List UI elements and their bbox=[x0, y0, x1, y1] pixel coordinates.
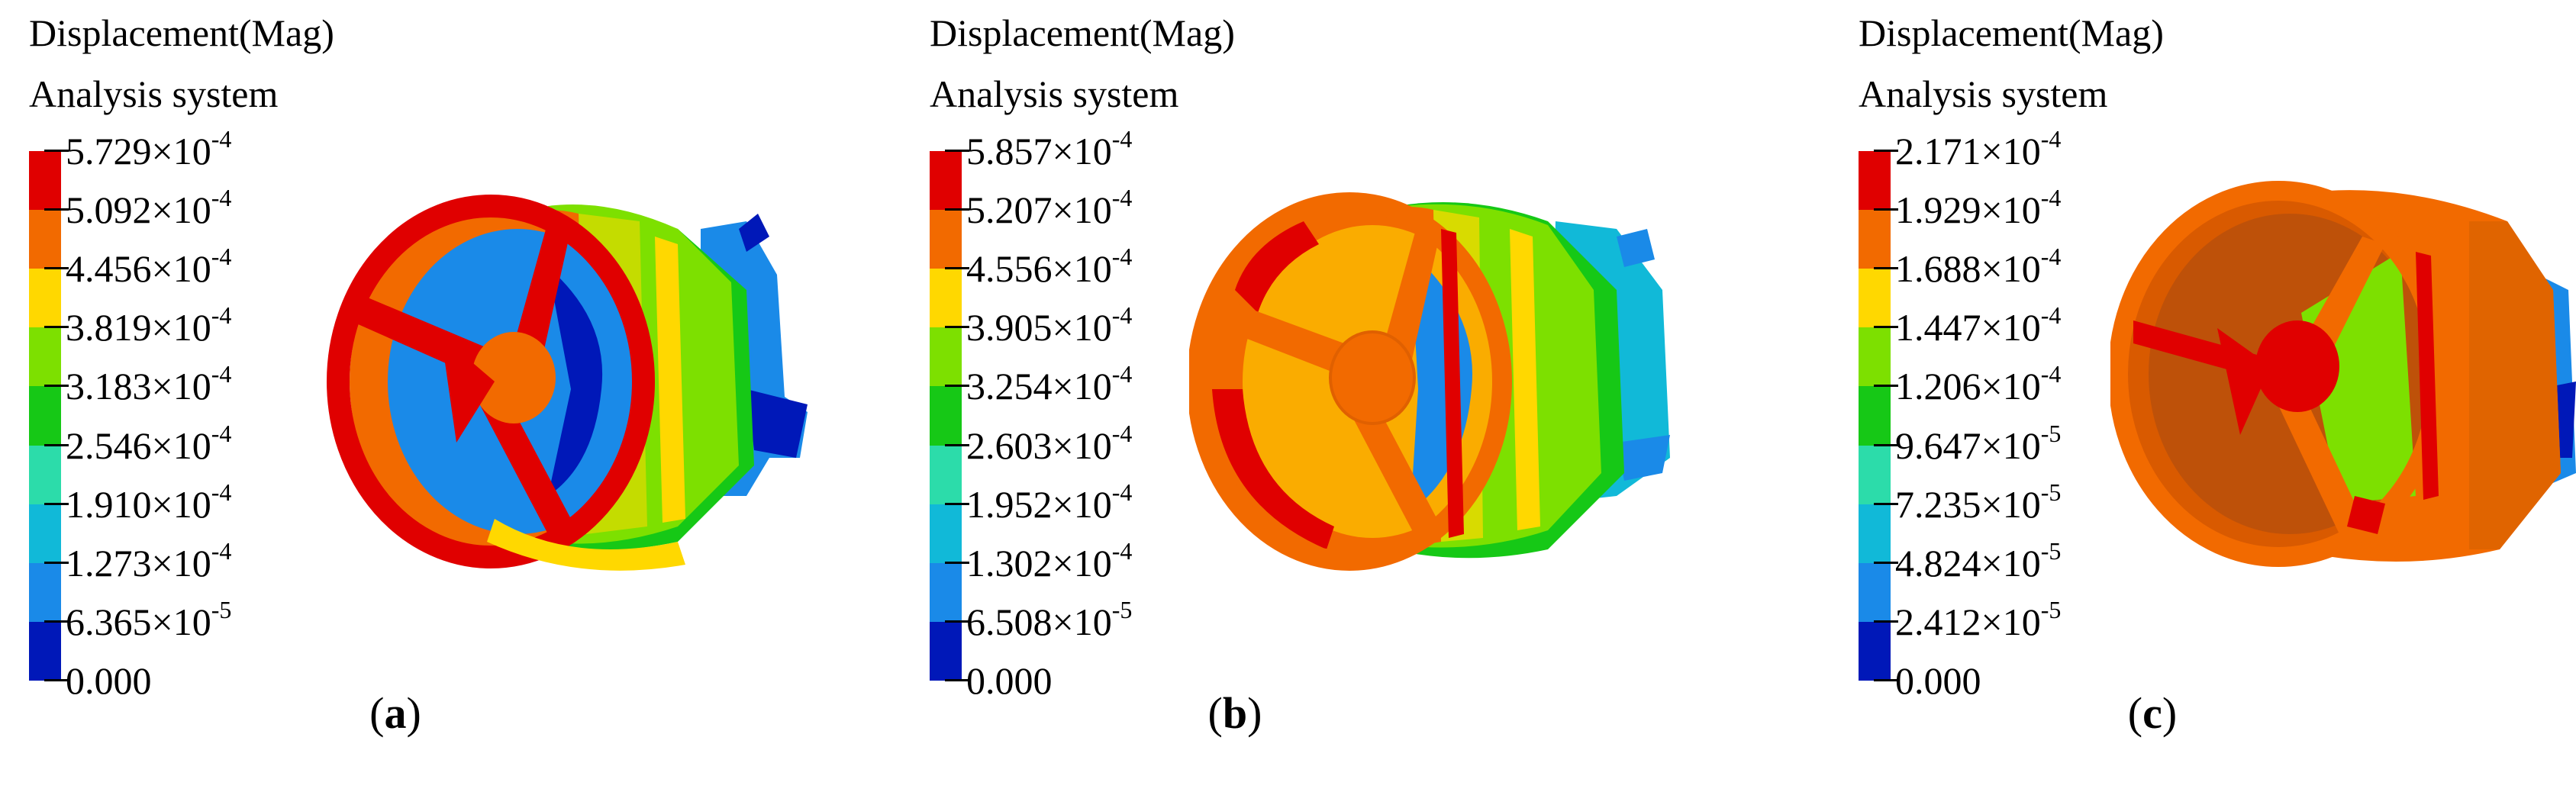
caption-a: (a) bbox=[369, 688, 421, 738]
colorbar-ticks: 2.171×10-4 1.929×10-4 1.688×10-4 1.447×10-4… bbox=[1859, 125, 2255, 702]
tick-label: 4.556×10-4 bbox=[966, 243, 1133, 291]
tick-label: 1.688×10-4 bbox=[1895, 243, 2062, 291]
fem-model-b bbox=[1189, 192, 1670, 571]
colorbar-segment bbox=[1859, 269, 1891, 328]
tick-label: 0.000 bbox=[966, 659, 1053, 702]
colorbar bbox=[930, 151, 962, 681]
tick-label: 2.412×10-5 bbox=[1895, 595, 2062, 643]
colorbar-segment bbox=[29, 210, 61, 269]
colorbar-segment bbox=[930, 327, 962, 387]
tick-label: 5.857×10-4 bbox=[966, 125, 1133, 172]
colorbar-segment bbox=[1859, 504, 1891, 563]
colorbar-segment bbox=[29, 386, 61, 446]
tick-label: 1.302×10-4 bbox=[966, 536, 1133, 584]
tick-label: 6.508×10-5 bbox=[966, 595, 1133, 643]
tick-label: 6.365×10-5 bbox=[66, 595, 232, 643]
colorbar bbox=[29, 151, 61, 681]
colorbar-segment bbox=[29, 621, 61, 681]
colorbar-segment bbox=[930, 504, 962, 563]
colorbar-segment bbox=[1859, 386, 1891, 446]
caption-b: (b) bbox=[1207, 688, 1262, 738]
legend-subtitle: Analysis system bbox=[29, 72, 279, 115]
colorbar-segment bbox=[1859, 210, 1891, 269]
tick-label: 3.905×10-4 bbox=[966, 301, 1133, 349]
colorbar-segment bbox=[930, 151, 962, 211]
legend-subtitle: Analysis system bbox=[930, 72, 1179, 115]
tick-label: 5.092×10-4 bbox=[66, 184, 232, 232]
panel-c: Displacement(Mag) Analysis system 2.171×… bbox=[1859, 0, 2576, 805]
tick-label: 0.000 bbox=[66, 659, 152, 702]
colorbar-segment bbox=[1859, 621, 1891, 681]
panel-a: Displacement(Mag) Analysis system 5.729×… bbox=[29, 0, 888, 805]
tick-label: 0.000 bbox=[1895, 659, 1981, 702]
colorbar-ticks: 5.729×10-4 5.092×10-4 4.456×10-4 3.819×10-4… bbox=[29, 125, 426, 702]
tick-label: 2.546×10-4 bbox=[66, 419, 232, 467]
tick-label: 7.235×10-5 bbox=[1895, 478, 2062, 526]
colorbar bbox=[1859, 151, 1891, 681]
fem-model-a bbox=[327, 195, 808, 571]
colorbar-segment bbox=[930, 386, 962, 446]
tick-label: 1.273×10-4 bbox=[66, 536, 232, 584]
colorbar-segment bbox=[29, 269, 61, 328]
caption-c: (c) bbox=[2127, 688, 2178, 738]
colorbar-segment bbox=[29, 151, 61, 211]
colorbar-segment bbox=[29, 327, 61, 387]
colorbar-segment bbox=[930, 210, 962, 269]
panel-b: Displacement(Mag) Analysis system 5.857×… bbox=[930, 0, 1788, 805]
colorbar-segment bbox=[1859, 445, 1891, 504]
fem-model-c bbox=[2110, 181, 2576, 567]
tick-label: 4.456×10-4 bbox=[66, 243, 232, 291]
tick-label: 1.910×10-4 bbox=[66, 478, 232, 526]
tick-label: 5.729×10-4 bbox=[66, 125, 232, 172]
tick-label: 2.603×10-4 bbox=[966, 419, 1133, 467]
colorbar-segment bbox=[930, 621, 962, 681]
colorbar-segment bbox=[930, 445, 962, 504]
tick-label: 1.206×10-4 bbox=[1895, 360, 2062, 408]
colorbar-segment bbox=[930, 562, 962, 622]
colorbar-segment bbox=[29, 562, 61, 622]
tick-label: 2.171×10-4 bbox=[1895, 125, 2062, 172]
colorbar-ticks: 5.857×10-4 5.207×10-4 4.556×10-4 3.905×10-4… bbox=[930, 125, 1327, 702]
colorbar-segment bbox=[1859, 151, 1891, 211]
tick-label: 1.447×10-4 bbox=[1895, 301, 2062, 349]
legend-title: Displacement(Mag) bbox=[930, 11, 1235, 54]
legend-title: Displacement(Mag) bbox=[29, 11, 334, 54]
tick-label: 5.207×10-4 bbox=[966, 184, 1133, 232]
tick-label: 3.254×10-4 bbox=[966, 360, 1133, 408]
tick-label: 4.824×10-5 bbox=[1895, 536, 2062, 584]
colorbar-segment bbox=[1859, 562, 1891, 622]
tick-label: 9.647×10-5 bbox=[1895, 419, 2062, 467]
tick-label: 1.952×10-4 bbox=[966, 478, 1133, 526]
legend-title: Displacement(Mag) bbox=[1859, 11, 2164, 54]
legend-subtitle: Analysis system bbox=[1859, 72, 2108, 115]
tick-label: 3.819×10-4 bbox=[66, 301, 232, 349]
colorbar-segment bbox=[29, 504, 61, 563]
colorbar-segment bbox=[29, 445, 61, 504]
colorbar-segment bbox=[930, 269, 962, 328]
colorbar-segment bbox=[1859, 327, 1891, 387]
tick-label: 3.183×10-4 bbox=[66, 360, 232, 408]
tick-label: 1.929×10-4 bbox=[1895, 184, 2062, 232]
